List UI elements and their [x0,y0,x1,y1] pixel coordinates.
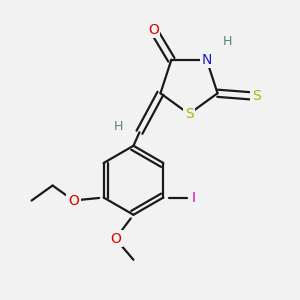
Text: S: S [252,89,261,103]
Text: N: N [201,53,212,67]
Text: H: H [114,120,123,133]
Text: S: S [184,107,194,121]
Text: O: O [110,232,121,246]
Text: O: O [68,194,79,208]
Text: O: O [148,23,159,37]
Text: I: I [191,190,195,205]
Text: H: H [223,35,232,48]
